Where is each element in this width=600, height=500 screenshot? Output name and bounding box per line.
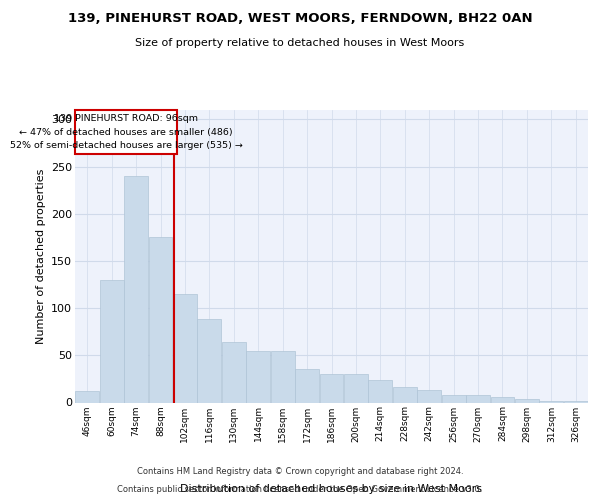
Bar [222,342,246,402]
Bar [368,380,392,402]
Bar [539,400,563,402]
Bar [417,390,441,402]
Bar [100,280,124,402]
Bar [197,320,221,402]
Text: Contains public sector information licensed under the Open Government Licence v3: Contains public sector information licen… [118,485,482,494]
Bar [295,368,319,402]
Text: Size of property relative to detached houses in West Moors: Size of property relative to detached ho… [136,38,464,48]
Bar [173,294,197,403]
Bar [564,400,588,402]
Text: Contains HM Land Registry data © Crown copyright and database right 2024.: Contains HM Land Registry data © Crown c… [137,467,463,476]
Bar [466,395,490,402]
Bar [124,176,148,402]
Bar [149,238,172,402]
Y-axis label: Number of detached properties: Number of detached properties [35,168,46,344]
Bar [491,397,514,402]
Bar [393,388,417,402]
FancyBboxPatch shape [75,110,177,154]
Bar [271,350,295,403]
Bar [246,350,270,403]
Bar [75,391,99,402]
Bar [320,374,343,402]
Bar [442,395,466,402]
Bar [515,398,539,402]
Text: Distribution of detached houses by size in West Moors: Distribution of detached houses by size … [181,484,482,494]
Bar [344,374,368,402]
Text: 139, PINEHURST ROAD, WEST MOORS, FERNDOWN, BH22 0AN: 139, PINEHURST ROAD, WEST MOORS, FERNDOW… [68,12,532,26]
Text: 139 PINEHURST ROAD: 96sqm
← 47% of detached houses are smaller (486)
52% of semi: 139 PINEHURST ROAD: 96sqm ← 47% of detac… [10,114,242,150]
